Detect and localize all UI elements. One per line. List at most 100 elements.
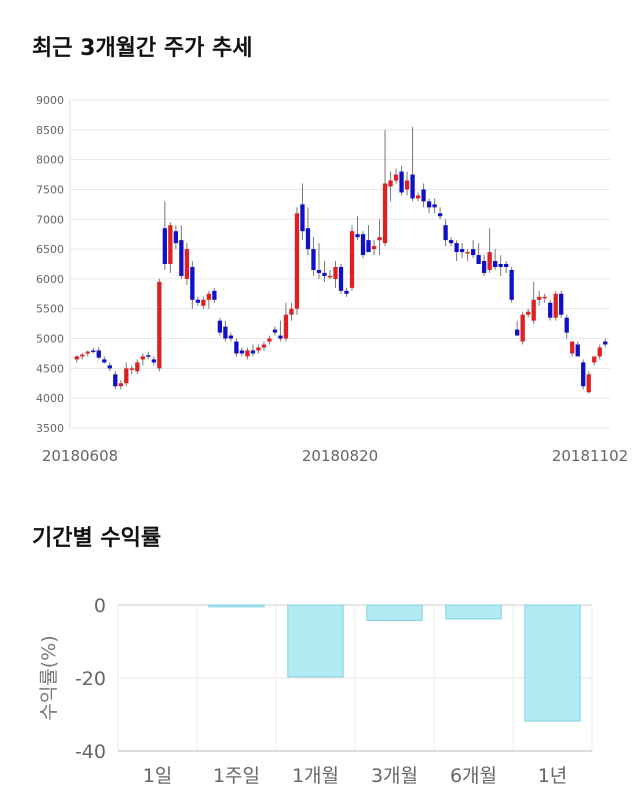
- y-tick-label: 8500: [36, 124, 64, 137]
- candle-body: [432, 204, 437, 208]
- candle-body: [443, 225, 448, 241]
- candle-body: [426, 201, 432, 208]
- candle-body: [355, 234, 360, 238]
- candle-body: [537, 296, 542, 300]
- y-tick-label: 9000: [36, 94, 64, 107]
- bar-series: [208, 604, 581, 722]
- candle-body: [245, 350, 250, 357]
- return-bar: [366, 604, 423, 621]
- candle-body: [404, 180, 410, 190]
- candle-body: [157, 281, 162, 369]
- candle-body: [410, 174, 415, 199]
- x-tick-label: 20180608: [42, 447, 118, 465]
- return-bar: [208, 604, 265, 608]
- candle-body: [570, 341, 575, 354]
- candle-body: [575, 344, 580, 357]
- price-chart-title: 최근 3개월간 주가 추세: [32, 36, 253, 61]
- candle-grid: [69, 99, 610, 429]
- bar-grid: [117, 604, 593, 752]
- candle-body: [476, 255, 481, 264]
- candle-body: [421, 189, 426, 202]
- candle-body: [74, 356, 79, 360]
- candle-body: [300, 204, 305, 232]
- candle-body: [162, 228, 167, 264]
- y-tick-label: 7500: [36, 183, 64, 196]
- candlestick-chart: 3500 4000 4500 5000 5500 6000 6500 7000 7500 8000…: [36, 94, 628, 465]
- candle-body: [465, 252, 470, 254]
- candle-body: [212, 290, 217, 300]
- x-tick-label: 20180820: [302, 447, 378, 465]
- candle-x-axis: 20180608 20180820 20181102: [42, 447, 628, 465]
- candle-body: [388, 180, 393, 187]
- y-tick-label: 0: [94, 595, 106, 617]
- candle-body: [322, 272, 327, 276]
- candle-body: [190, 266, 195, 300]
- candle-body: [399, 171, 404, 193]
- candle-body: [586, 374, 591, 393]
- x-tick-label: 20181102: [552, 447, 628, 465]
- candle-body: [234, 341, 239, 354]
- y-tick-label: 7000: [36, 213, 64, 226]
- y-tick-label: 6500: [36, 243, 64, 256]
- candle-body: [459, 249, 465, 253]
- candle-body: [415, 195, 421, 199]
- candle-body: [338, 266, 344, 291]
- y-tick-label: 5000: [36, 333, 64, 346]
- candle-body: [184, 249, 190, 279]
- candle-body: [437, 213, 443, 217]
- y-tick-label: 8000: [36, 154, 64, 167]
- candle-body: [173, 231, 178, 244]
- candle-body: [91, 350, 96, 352]
- candle-body: [559, 293, 564, 315]
- candle-body: [592, 356, 597, 363]
- candle-body: [526, 311, 531, 315]
- candle-body: [272, 329, 278, 333]
- candle-body: [327, 275, 333, 278]
- candle-body: [168, 225, 173, 264]
- candle-body: [195, 299, 201, 303]
- return-bar: [445, 604, 502, 620]
- x-tick-label: 3개월: [371, 765, 418, 787]
- candle-body: [360, 234, 366, 256]
- candle-body: [509, 269, 514, 300]
- returns-chart-title: 기간별 수익률: [32, 526, 162, 551]
- x-tick-label: 6개월: [450, 765, 497, 787]
- candle-body: [553, 293, 558, 318]
- candle-body: [129, 368, 134, 370]
- candle-body: [597, 347, 602, 357]
- candle-body: [179, 240, 184, 276]
- candle-body: [96, 350, 101, 358]
- candle-body: [239, 350, 245, 354]
- candle-body: [250, 350, 256, 354]
- candle-body: [118, 383, 123, 387]
- candle-body: [85, 351, 90, 354]
- candle-body: [504, 264, 509, 267]
- bar-y-axis: 0 -20 -40: [75, 595, 106, 763]
- candle-body: [333, 266, 338, 279]
- candle-body: [470, 249, 476, 256]
- candle-body: [520, 314, 525, 342]
- candle-body: [492, 261, 498, 267]
- y-tick-label: 4000: [36, 392, 64, 405]
- candle-body: [371, 246, 377, 250]
- candle-body: [146, 355, 151, 357]
- candle-body: [289, 308, 294, 315]
- candle-body: [498, 264, 503, 267]
- candle-body: [102, 359, 107, 363]
- candle-body: [311, 249, 316, 270]
- x-tick-label: 1년: [538, 765, 568, 787]
- candle-body: [267, 338, 272, 342]
- candle-body: [135, 362, 140, 372]
- candle-body: [448, 240, 454, 244]
- candle-body: [515, 329, 520, 336]
- y-tick-label: 6000: [36, 273, 64, 286]
- candle-body: [581, 362, 586, 387]
- candle-body: [487, 252, 492, 270]
- candle-body: [393, 174, 399, 181]
- candle-body: [283, 314, 289, 339]
- candle-body: [113, 374, 118, 387]
- candle-body: [454, 243, 459, 253]
- candle-body: [382, 183, 388, 244]
- candle-body: [349, 231, 355, 288]
- candle-body: [305, 228, 311, 250]
